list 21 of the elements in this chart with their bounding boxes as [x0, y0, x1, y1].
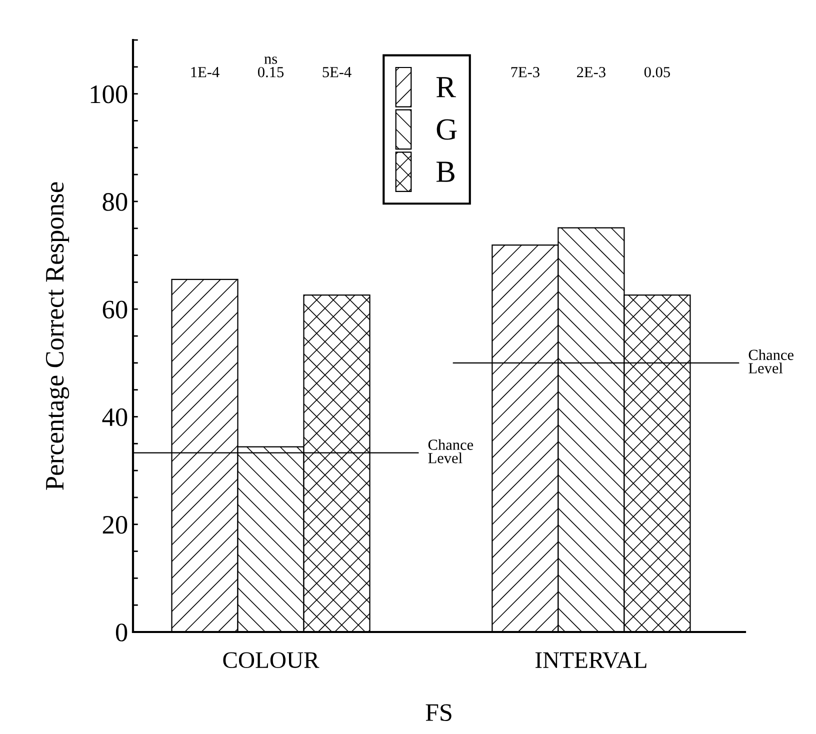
y-tick-label: 20 — [102, 516, 128, 534]
annotation: 2E-3 — [577, 66, 606, 78]
ref-line-label: Chance Level — [428, 439, 474, 464]
x-tick-label: COLOUR — [223, 652, 320, 668]
annotation: 1E-4 — [191, 67, 220, 78]
x-tick-label: INTERVAL — [536, 652, 646, 668]
y-tick-label: 80 — [102, 193, 128, 211]
annotation: 5E-4 — [322, 67, 352, 78]
annotation: 7E-3 — [511, 66, 540, 78]
y-tick-label: 100 — [90, 85, 128, 104]
annotation: 0.05 — [644, 66, 670, 78]
y-tick-label: 40 — [102, 408, 128, 426]
y-axis-title: Percentage Correct Response — [46, 182, 70, 490]
legend-label: G — [436, 119, 457, 140]
y-tick-label: 0 — [116, 624, 128, 642]
legend-label: B — [436, 162, 454, 182]
legend-label: R — [436, 77, 456, 98]
ref-line-label: Chance Level — [748, 349, 794, 374]
annotation: ns 0.15 — [258, 56, 284, 78]
x-axis-title: FS — [426, 704, 452, 722]
y-tick-label: 60 — [102, 300, 128, 319]
